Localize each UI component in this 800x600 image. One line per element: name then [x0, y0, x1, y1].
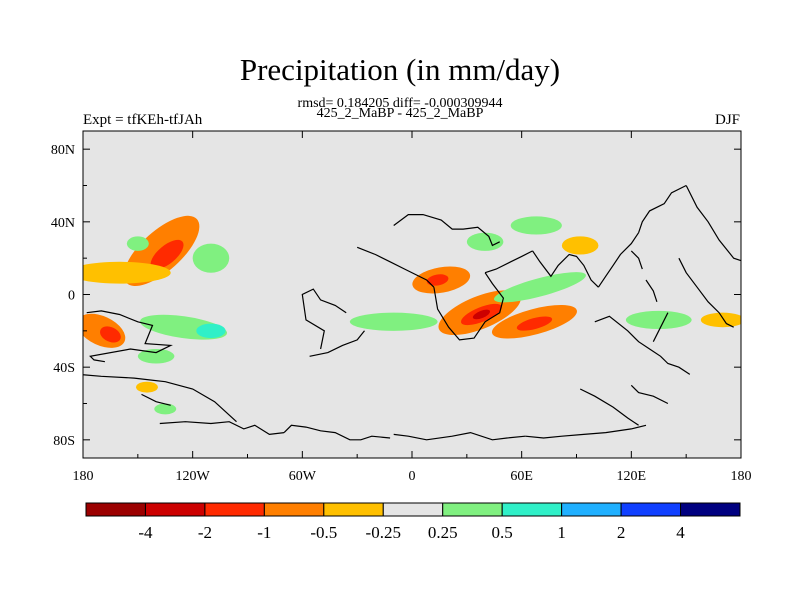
colorbar-label: -0.25 [366, 523, 401, 542]
coastline-segment-18 [630, 384, 669, 405]
colorbar-label: -4 [138, 523, 153, 542]
colorbar-swatch [144, 502, 206, 517]
colorbar-label: 0.5 [492, 523, 513, 542]
x-tick-label: 120E [617, 469, 647, 484]
anomaly-patch-24 [493, 272, 586, 303]
coastline-segment-16 [685, 185, 741, 262]
anomaly-patch-2 [83, 261, 171, 284]
x-tick-label: 60E [510, 469, 533, 484]
anomaly-patch-5 [136, 381, 158, 393]
colorbar-swatch [501, 502, 563, 517]
coastline-segment-9 [393, 214, 500, 247]
anomaly-patch-10 [137, 349, 175, 364]
colorbar-swatch [680, 502, 741, 517]
stats-line: rmsd= 0.184205 diff= -0.000309944 [297, 96, 503, 111]
anomaly-patch-19 [561, 236, 599, 255]
x-tick-label: 0 [409, 469, 416, 484]
colorbar-label: 1 [557, 523, 566, 542]
anomaly-patch-23 [510, 216, 562, 235]
colorbar-label: -2 [198, 523, 212, 542]
coastline-segment-22 [645, 279, 658, 302]
colorbar-swatch [85, 502, 146, 517]
anomaly-patch-18 [516, 316, 553, 331]
chart-title: Precipitation (in mm/day) [239, 52, 561, 87]
anomaly-patch-25 [625, 310, 692, 330]
colorbar-label: -1 [257, 523, 271, 542]
colorbar-swatch [561, 502, 622, 517]
colorbar-swatch [263, 502, 325, 517]
axis-ticks: 180 120W 60W 0 60E 120E 180 80N 40N 0 40S 80S [51, 131, 752, 484]
anomaly-patch-13 [426, 274, 449, 286]
y-tick-label: 80N [51, 143, 75, 158]
anomaly-patch-20 [700, 312, 741, 328]
case-line: 425_2_MaBP - 425_2_MaBP [316, 106, 484, 121]
coastline-segment-5 [525, 424, 647, 439]
anomaly-patch-4 [100, 326, 121, 343]
coastline-segment-19 [579, 388, 639, 426]
experiment-label: Expt = tfKEh-tfJAh [83, 112, 203, 128]
anomaly-patch-22 [466, 232, 504, 251]
colorbar: -4 -2 -1 -0.5 -0.25 0.25 0.5 1 2 4 [85, 502, 741, 542]
coastline-segment-4 [393, 431, 526, 441]
anomaly-patch-21 [349, 312, 438, 331]
x-tick-label: 120W [176, 469, 211, 484]
coastline-segment-6 [83, 374, 237, 423]
coastline-segment-13 [532, 250, 599, 288]
anomaly-patch-9 [196, 323, 226, 339]
colorbar-label: 2 [617, 523, 626, 542]
coastline-segment-0 [86, 310, 173, 363]
coastline-segment-15 [638, 184, 687, 233]
coastline-segment-20 [652, 312, 669, 342]
anomaly-layer [83, 215, 741, 415]
coastline-segment-21 [630, 250, 643, 270]
anomaly-patch-7 [192, 243, 230, 273]
y-tick-label: 80S [53, 434, 75, 449]
anomaly-patch-6 [126, 236, 149, 251]
anomaly-patch-1 [150, 239, 184, 270]
colorbar-label: -0.5 [310, 523, 337, 542]
colorbar-swatch [442, 502, 503, 517]
colorbar-label: 0.25 [428, 523, 458, 542]
coastline-segment-3 [283, 424, 391, 441]
coastline-layer [83, 184, 741, 441]
coastline-segment-11 [433, 272, 505, 341]
coastline-segment-2 [159, 421, 285, 436]
y-tick-label: 40S [53, 361, 75, 376]
plot-background [83, 131, 741, 458]
coastline-segment-7 [309, 330, 365, 357]
anomaly-patch-16 [472, 309, 491, 320]
coastline-segment-8 [301, 288, 347, 350]
y-tick-label: 40N [51, 216, 75, 231]
colorbar-swatch [323, 502, 384, 517]
colorbar-swatch [204, 502, 265, 517]
season-label: DJF [714, 112, 740, 128]
colorbar-label: 4 [676, 523, 685, 542]
colorbar-swatch [620, 502, 682, 517]
coastline-segment-12 [484, 250, 533, 274]
x-tick-label: 180 [731, 469, 752, 484]
coastline-segment-1 [141, 393, 171, 406]
anomaly-patch-11 [154, 403, 177, 415]
coastline-segment-10 [356, 246, 435, 288]
coastline-segment-17 [594, 315, 691, 375]
coastline-segment-14 [597, 232, 640, 288]
colorbar-swatch [382, 502, 444, 517]
y-tick-label: 0 [68, 289, 75, 304]
x-tick-label: 60W [289, 469, 317, 484]
coastline-segment-23 [678, 257, 734, 328]
x-tick-label: 180 [73, 469, 94, 484]
